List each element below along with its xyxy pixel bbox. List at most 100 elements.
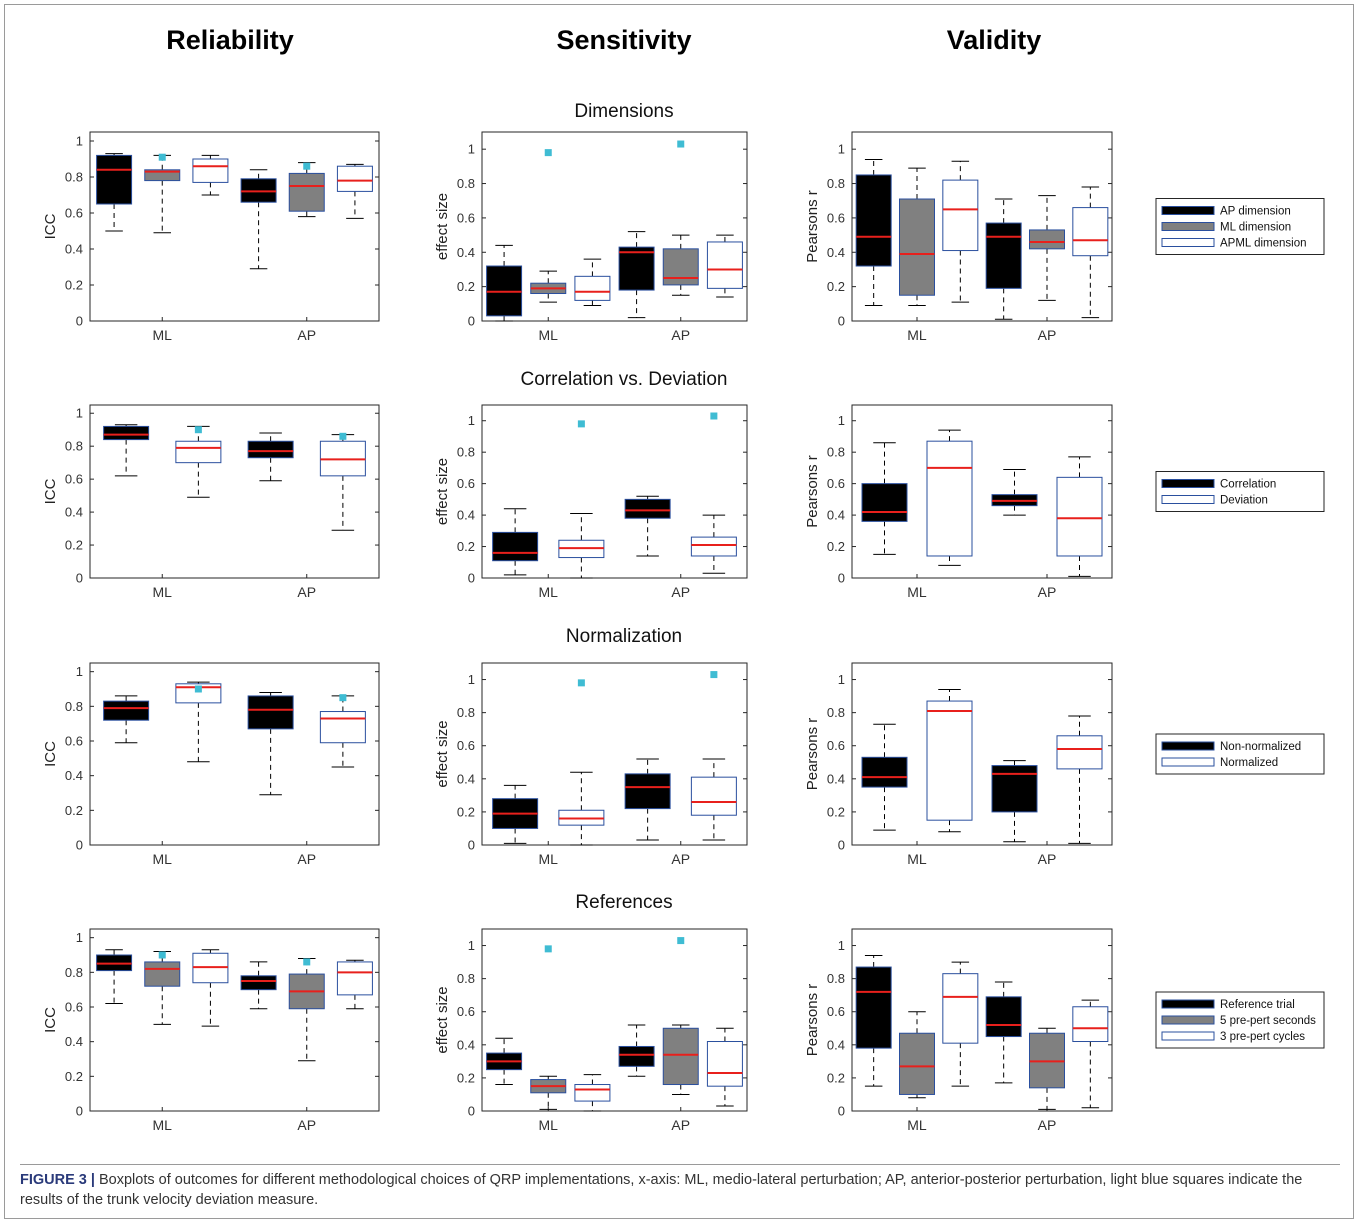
box-body (288, 172, 325, 212)
y-tick-label: 0.2 (827, 279, 845, 294)
legend-swatch (1161, 206, 1215, 215)
y-tick-label: 0.2 (457, 804, 475, 819)
x-category-label: ML (153, 327, 173, 343)
box-body (926, 700, 973, 821)
y-tick-label: 0 (76, 838, 83, 853)
x-category-label: ML (907, 327, 927, 343)
y-tick-label: 0.6 (65, 472, 83, 487)
box-ap-black (985, 981, 1022, 1084)
box-body (175, 683, 222, 704)
box-ml-gray (530, 149, 567, 303)
panel-sensitivity: 0 0.2 0.4 0.6 0.8 1 effect size ML AP (434, 404, 748, 600)
box-body (899, 1032, 935, 1095)
box-ml-gray (899, 1011, 935, 1099)
y-tick-label: 0.4 (457, 771, 475, 786)
outlier-marker (303, 958, 311, 966)
box-ml-white (192, 154, 229, 196)
box-body (319, 711, 366, 744)
box-body (991, 765, 1038, 813)
box-ap-black (985, 198, 1022, 320)
box-body (144, 169, 181, 182)
box-ap-white (1072, 186, 1109, 319)
box-ap-white (319, 432, 366, 531)
box-ml-white (926, 429, 973, 566)
outlier-marker (544, 149, 552, 157)
y-tick-label: 0 (838, 1104, 845, 1119)
panel-reliability: 0 0.2 0.4 0.6 0.8 1 ICC ML AP (42, 928, 380, 1133)
box-ml-gray (899, 167, 935, 307)
box-body (618, 246, 655, 291)
box-ml-black (861, 723, 908, 831)
box-body (240, 975, 277, 991)
legend-box (1155, 471, 1325, 512)
x-category-label: ML (539, 1117, 559, 1133)
plot-area (481, 928, 748, 1112)
box-body (985, 996, 1022, 1038)
legend-swatch (1161, 741, 1215, 751)
box-body (1072, 1006, 1109, 1043)
legend-swatch (1161, 479, 1215, 488)
box-body (618, 1045, 655, 1067)
box-body (1056, 735, 1103, 770)
chart-row-0: Dimensions 0 0.2 0.4 0.6 0.8 1 ICC ML AP 0 0.2 0.4 0.… (42, 101, 1325, 343)
outlier-marker (544, 945, 552, 953)
box-ml-gray (144, 153, 181, 234)
y-tick-label: 0.2 (827, 1070, 845, 1085)
box-body (492, 531, 539, 562)
y-tick-label: 1 (468, 938, 475, 953)
y-tick-label: 0.2 (65, 1069, 83, 1084)
y-tick-label: 1 (838, 413, 845, 428)
x-category-label: ML (539, 584, 559, 600)
legend-swatch (1161, 495, 1215, 504)
box-ml-white (175, 425, 222, 498)
panels-layer: Dimensions 0 0.2 0.4 0.6 0.8 1 ICC ML AP 0 0.2 0.4 0.… (42, 101, 1325, 1133)
x-category-label: AP (671, 851, 690, 867)
box-ap-white (336, 959, 373, 1010)
box-ap-black (240, 169, 277, 270)
box-ml-black (855, 954, 892, 1087)
y-tick-label: 0.6 (457, 476, 475, 491)
box-ml-white (558, 679, 605, 846)
x-category-label: AP (1038, 851, 1057, 867)
box-body (1029, 229, 1065, 250)
y-tick-label: 0.8 (65, 439, 83, 454)
box-body (690, 776, 737, 816)
legend: Reference trial 5 pre-pert seconds 3 pre-p… (1155, 991, 1325, 1049)
x-category-label: AP (1038, 327, 1057, 343)
y-tick-label: 0.6 (65, 734, 83, 749)
chart-row-1: Correlation vs. Deviation 0 0.2 0.4 0.6 0.8 1 I… (42, 369, 1325, 600)
y-axis-label: Pearsons r (804, 718, 821, 791)
box-body (942, 973, 979, 1044)
y-tick-label: 0.6 (65, 206, 83, 221)
box-body (1072, 207, 1109, 257)
y-tick-label: 0 (468, 314, 475, 329)
panel-reliability: 0 0.2 0.4 0.6 0.8 1 ICC ML AP (42, 662, 380, 867)
box-body (103, 700, 150, 721)
panel-sensitivity: 0 0.2 0.4 0.6 0.8 1 effect size ML AP (434, 662, 748, 867)
y-tick-label: 0.6 (457, 1004, 475, 1019)
y-tick-label: 0 (76, 314, 83, 329)
panel-validity: 0 0.2 0.4 0.6 0.8 1 Pearsons r ML AP (804, 131, 1113, 343)
box-ml-black (103, 695, 150, 744)
plot-area (851, 928, 1113, 1112)
x-category-label: AP (671, 327, 690, 343)
y-axis-label: Pearsons r (804, 455, 821, 528)
box-body (861, 756, 908, 788)
plot-area (89, 131, 380, 322)
box-ml-gray (144, 951, 181, 1025)
y-tick-label: 0.4 (65, 242, 83, 257)
caption-label: FIGURE 3 | (20, 1172, 95, 1188)
row-title: Correlation vs. Deviation (521, 369, 728, 390)
box-ap-white (690, 671, 737, 841)
outlier-marker (710, 671, 718, 679)
box-ml-black (103, 424, 150, 477)
legend-swatch (1161, 757, 1215, 767)
outlier-marker (677, 140, 685, 148)
box-ap-gray (1029, 1027, 1065, 1110)
legend: Correlation Deviation (1155, 471, 1325, 512)
panel-sensitivity: 0 0.2 0.4 0.6 0.8 1 effect size ML AP (434, 131, 748, 343)
box-body (336, 961, 373, 996)
y-tick-label: 0.8 (65, 965, 83, 980)
box-ap-black (618, 1024, 655, 1077)
box-ap-black (618, 231, 655, 319)
